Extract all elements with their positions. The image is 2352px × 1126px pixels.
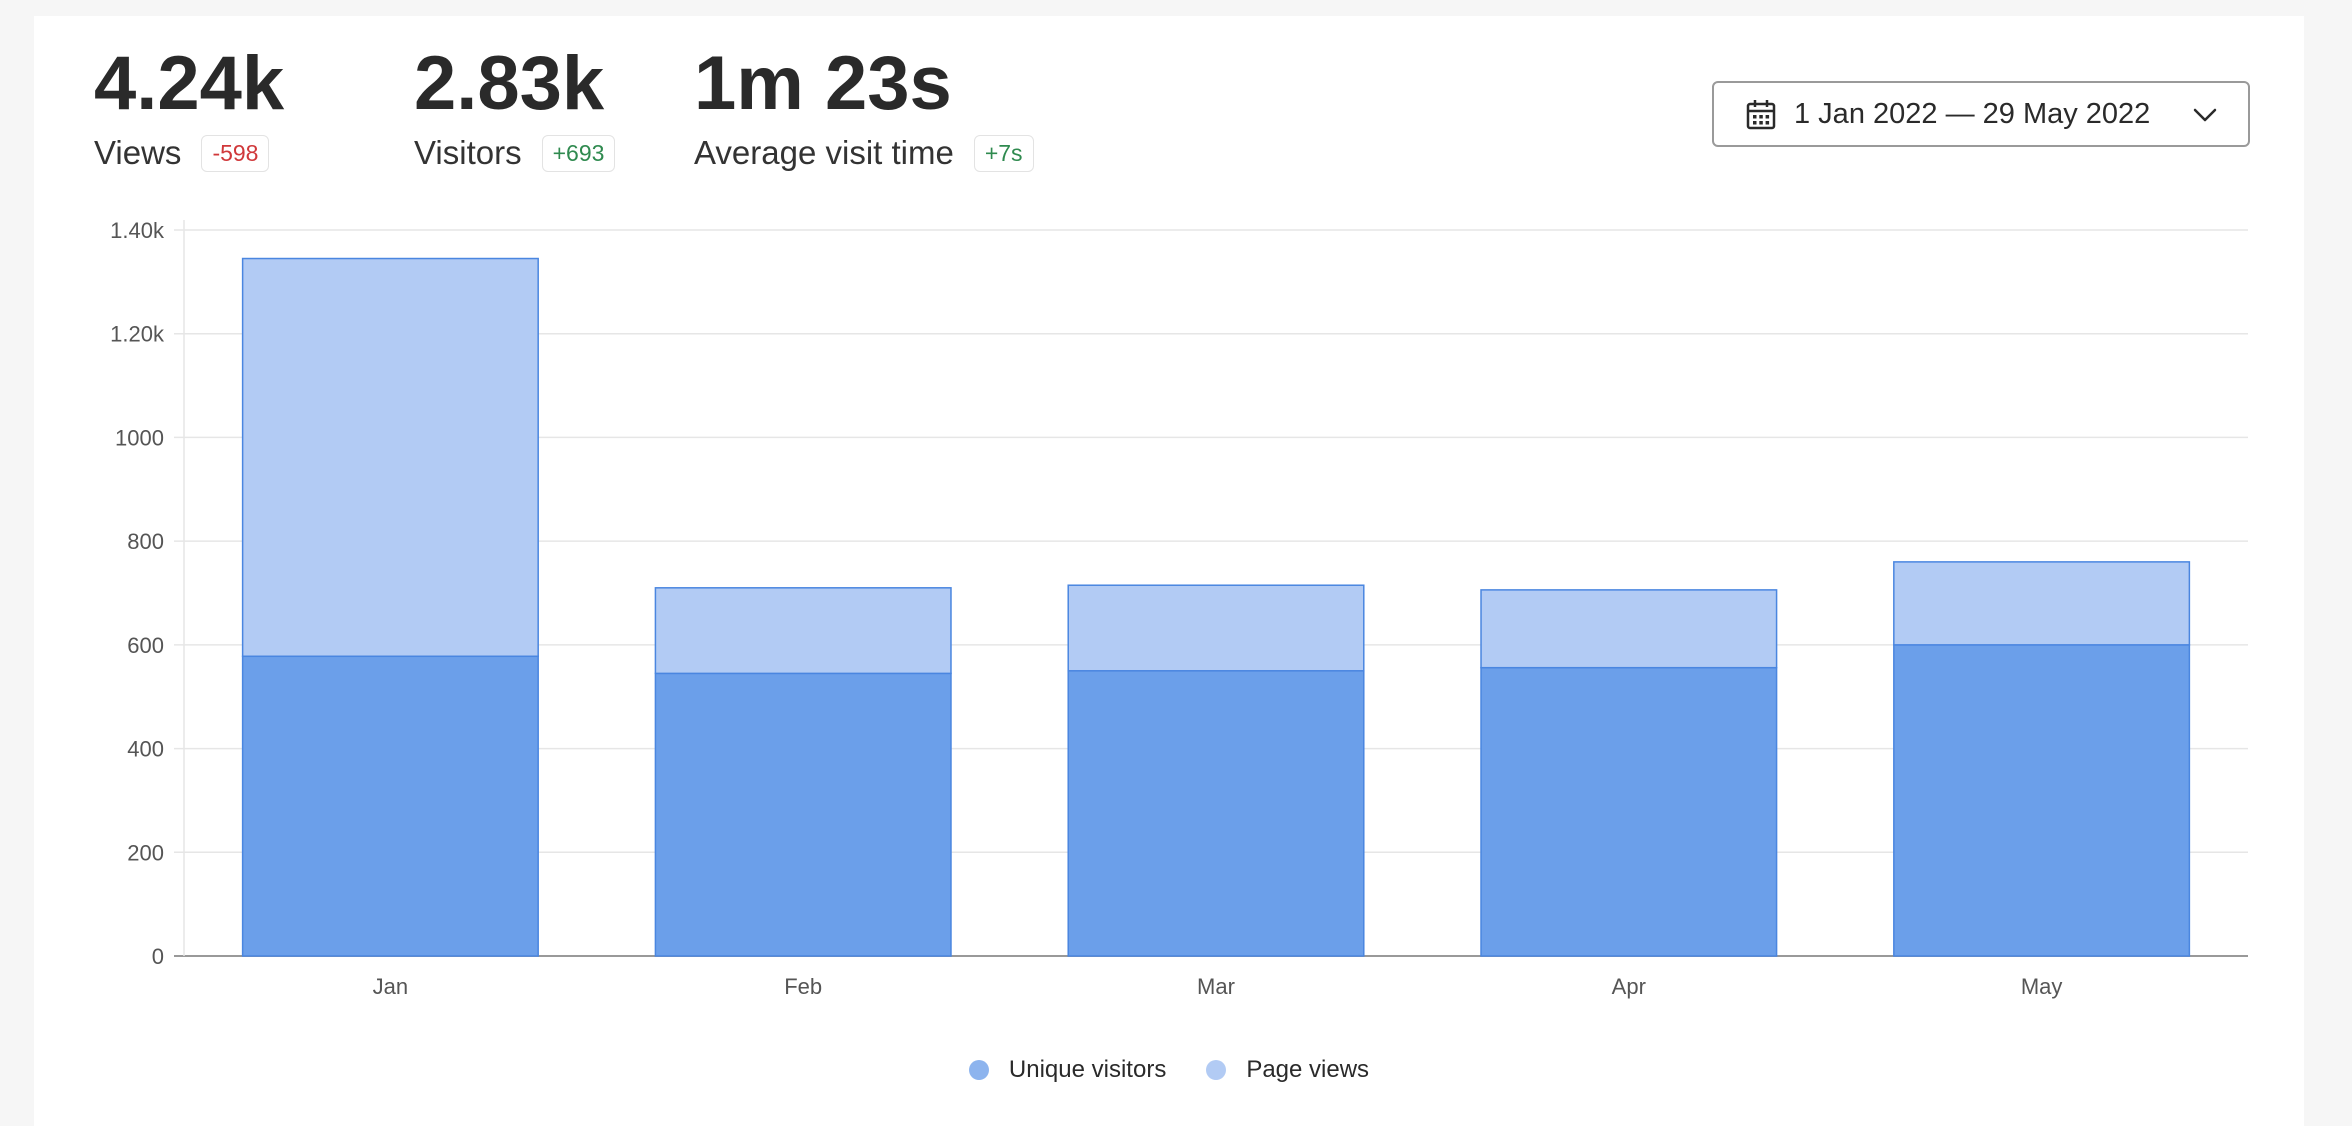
y-tick-label: 1000 xyxy=(115,425,164,450)
legend-item-page-views[interactable]: Page views xyxy=(1206,1056,1369,1084)
y-tick-label: 1.40k xyxy=(110,218,165,243)
date-range-label: 1 Jan 2022 — 29 May 2022 xyxy=(1794,97,2151,130)
stacked-bar-chart: 0 200 400 600 800 1000 1.20k 1.40k Jan Feb Mar Apr M… xyxy=(110,218,2248,999)
metric-label: Average visit time xyxy=(694,134,954,171)
dashboard-card: 4.24k Views -598 2.83k Visitors +693 1m … xyxy=(34,16,2304,1126)
metric-average-visit-time: 1m 23s Average visit time +7s xyxy=(694,46,1034,172)
x-tick-label: May xyxy=(2021,974,2063,999)
metric-value: 4.24k xyxy=(94,41,285,126)
x-tick-label: Feb xyxy=(784,974,822,999)
metric-value: 1m 23s xyxy=(694,41,952,126)
chevron-down-icon xyxy=(2193,108,2217,122)
bar-page-views xyxy=(654,587,952,675)
bar-unique-visitors xyxy=(1893,644,2191,957)
bar-unique-visitors xyxy=(1067,670,1365,957)
change-badge: -598 xyxy=(201,134,270,172)
bar-page-views xyxy=(241,257,539,658)
y-tick-label: 800 xyxy=(127,529,164,554)
bar-unique-visitors xyxy=(654,672,952,957)
change-badge: +7s xyxy=(973,134,1034,172)
y-tick-label: 200 xyxy=(127,840,164,865)
legend-swatch xyxy=(968,1060,989,1080)
x-tick-label: Mar xyxy=(1197,974,1235,999)
y-tick-label: 1.20k xyxy=(110,322,165,347)
legend-item-unique-visitors[interactable]: Unique visitors xyxy=(968,1056,1167,1084)
bar-page-views xyxy=(1480,589,1778,669)
bar-page-views xyxy=(1067,584,1365,672)
x-tick-label: Apr xyxy=(1612,974,1646,999)
metric-label: Views xyxy=(94,134,182,171)
date-range-picker[interactable]: 1 Jan 2022 — 29 May 2022 xyxy=(1712,81,2250,147)
x-tick-label: Jan xyxy=(373,974,408,999)
metric-label: Visitors xyxy=(414,134,522,171)
bar-unique-visitors xyxy=(241,655,539,957)
bar-page-views xyxy=(1893,561,2191,646)
bar-unique-visitors xyxy=(1480,666,1778,957)
metric-views: 4.24k Views -598 xyxy=(94,46,284,172)
metric-visitors: 2.83k Visitors +693 xyxy=(414,41,616,172)
legend-label: Page views xyxy=(1246,1056,1370,1083)
y-tick-label: 600 xyxy=(127,633,164,658)
legend-swatch xyxy=(1206,1060,1227,1080)
y-tick-label: 400 xyxy=(127,737,164,762)
chart-legend: Unique visitors Page views xyxy=(34,1056,2304,1084)
calendar-icon xyxy=(1746,100,1776,130)
legend-label: Unique visitors xyxy=(1008,1056,1167,1083)
change-badge: +693 xyxy=(541,134,616,172)
y-tick-label: 0 xyxy=(152,944,164,969)
metric-value: 2.83k xyxy=(414,41,605,126)
